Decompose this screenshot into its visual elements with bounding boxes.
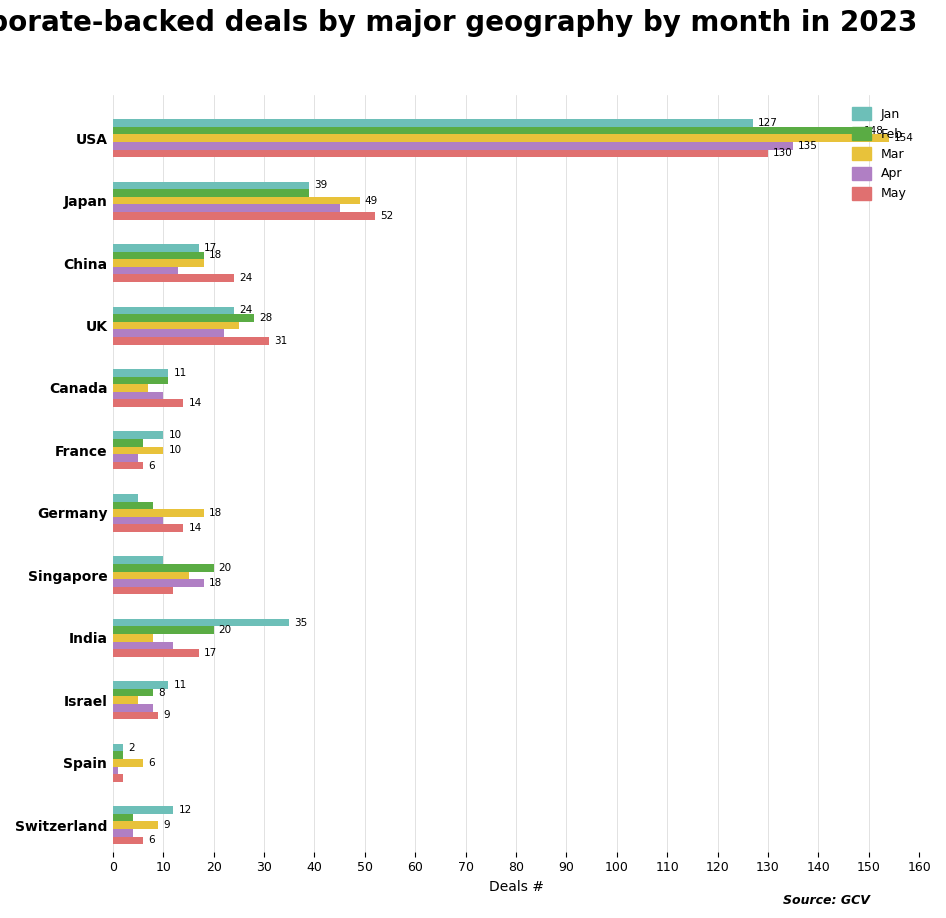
Bar [113,337,269,344]
Bar [113,524,184,532]
Bar [113,744,123,751]
Text: 8: 8 [158,688,165,698]
Text: 35: 35 [294,618,307,628]
Text: 135: 135 [798,140,818,151]
Bar [113,259,203,267]
Text: 9: 9 [164,711,170,721]
Text: 14: 14 [188,398,201,409]
Bar [113,274,234,282]
Bar [113,399,184,407]
Bar [113,244,199,252]
Bar [113,127,859,134]
Bar [113,119,753,127]
Bar [113,189,309,196]
Text: 127: 127 [758,118,778,128]
Text: 11: 11 [173,680,186,690]
Bar [113,634,153,642]
Bar [113,774,123,782]
X-axis label: Deals #: Deals # [488,879,544,894]
Bar [113,307,234,314]
Bar [113,619,289,626]
Bar [113,321,239,330]
Bar [113,392,164,399]
Bar [113,697,138,704]
Text: 11: 11 [173,368,186,378]
Text: 18: 18 [209,578,222,588]
Bar [113,385,149,392]
Text: 154: 154 [894,133,914,143]
Bar [113,688,153,697]
Bar [113,564,214,572]
Bar [113,626,214,634]
Bar [113,751,123,759]
Bar [113,711,158,720]
Text: 39: 39 [314,181,327,190]
Bar [113,330,224,337]
Text: 14: 14 [188,523,201,533]
Bar [113,556,164,564]
Bar [113,587,173,594]
Bar [113,681,168,688]
Bar [113,212,375,219]
Bar [113,431,164,439]
Bar [113,182,309,189]
Bar [113,252,203,259]
Text: 52: 52 [380,211,394,221]
Bar [113,813,133,822]
Bar [113,494,138,501]
Text: 18: 18 [209,251,222,261]
Bar [113,767,118,774]
Text: 24: 24 [239,274,253,284]
Bar [113,376,168,385]
Text: 31: 31 [274,336,288,346]
Text: 24: 24 [239,306,253,316]
Bar [113,572,188,579]
Bar [113,509,203,517]
Text: 6: 6 [149,835,155,845]
Bar [113,142,793,150]
Text: 9: 9 [164,820,170,830]
Text: Source: GCV: Source: GCV [783,894,870,907]
Text: 20: 20 [219,563,232,573]
Bar [113,836,143,845]
Bar [113,759,143,767]
Text: Corporate-backed deals by major geography by month in 2023: Corporate-backed deals by major geograph… [0,9,917,38]
Bar [113,806,173,813]
Bar [113,369,168,376]
Text: 12: 12 [179,805,192,815]
Bar [113,205,340,212]
Text: 10: 10 [168,445,182,455]
Bar [113,196,359,205]
Text: 6: 6 [149,757,155,767]
Legend: Jan, Feb, Mar, Apr, May: Jan, Feb, Mar, Apr, May [846,101,913,207]
Text: 10: 10 [168,431,182,441]
Text: 148: 148 [864,126,884,136]
Bar [113,447,164,454]
Bar [113,501,153,509]
Bar [113,314,254,321]
Bar [113,134,889,142]
Bar [113,829,133,836]
Bar [113,454,138,462]
Text: 130: 130 [773,149,793,159]
Text: 17: 17 [203,648,217,658]
Bar [113,267,179,274]
Bar [113,150,768,157]
Bar [113,649,199,657]
Bar [113,579,203,587]
Bar [113,517,164,524]
Text: 49: 49 [365,196,378,206]
Bar [113,822,158,829]
Text: 20: 20 [219,625,232,635]
Bar [113,642,173,649]
Bar [113,462,143,469]
Text: 28: 28 [259,313,272,323]
Bar [113,704,153,711]
Text: 6: 6 [149,461,155,471]
Bar [113,439,143,447]
Text: 2: 2 [128,743,134,753]
Text: 18: 18 [209,508,222,518]
Text: 17: 17 [203,243,217,252]
